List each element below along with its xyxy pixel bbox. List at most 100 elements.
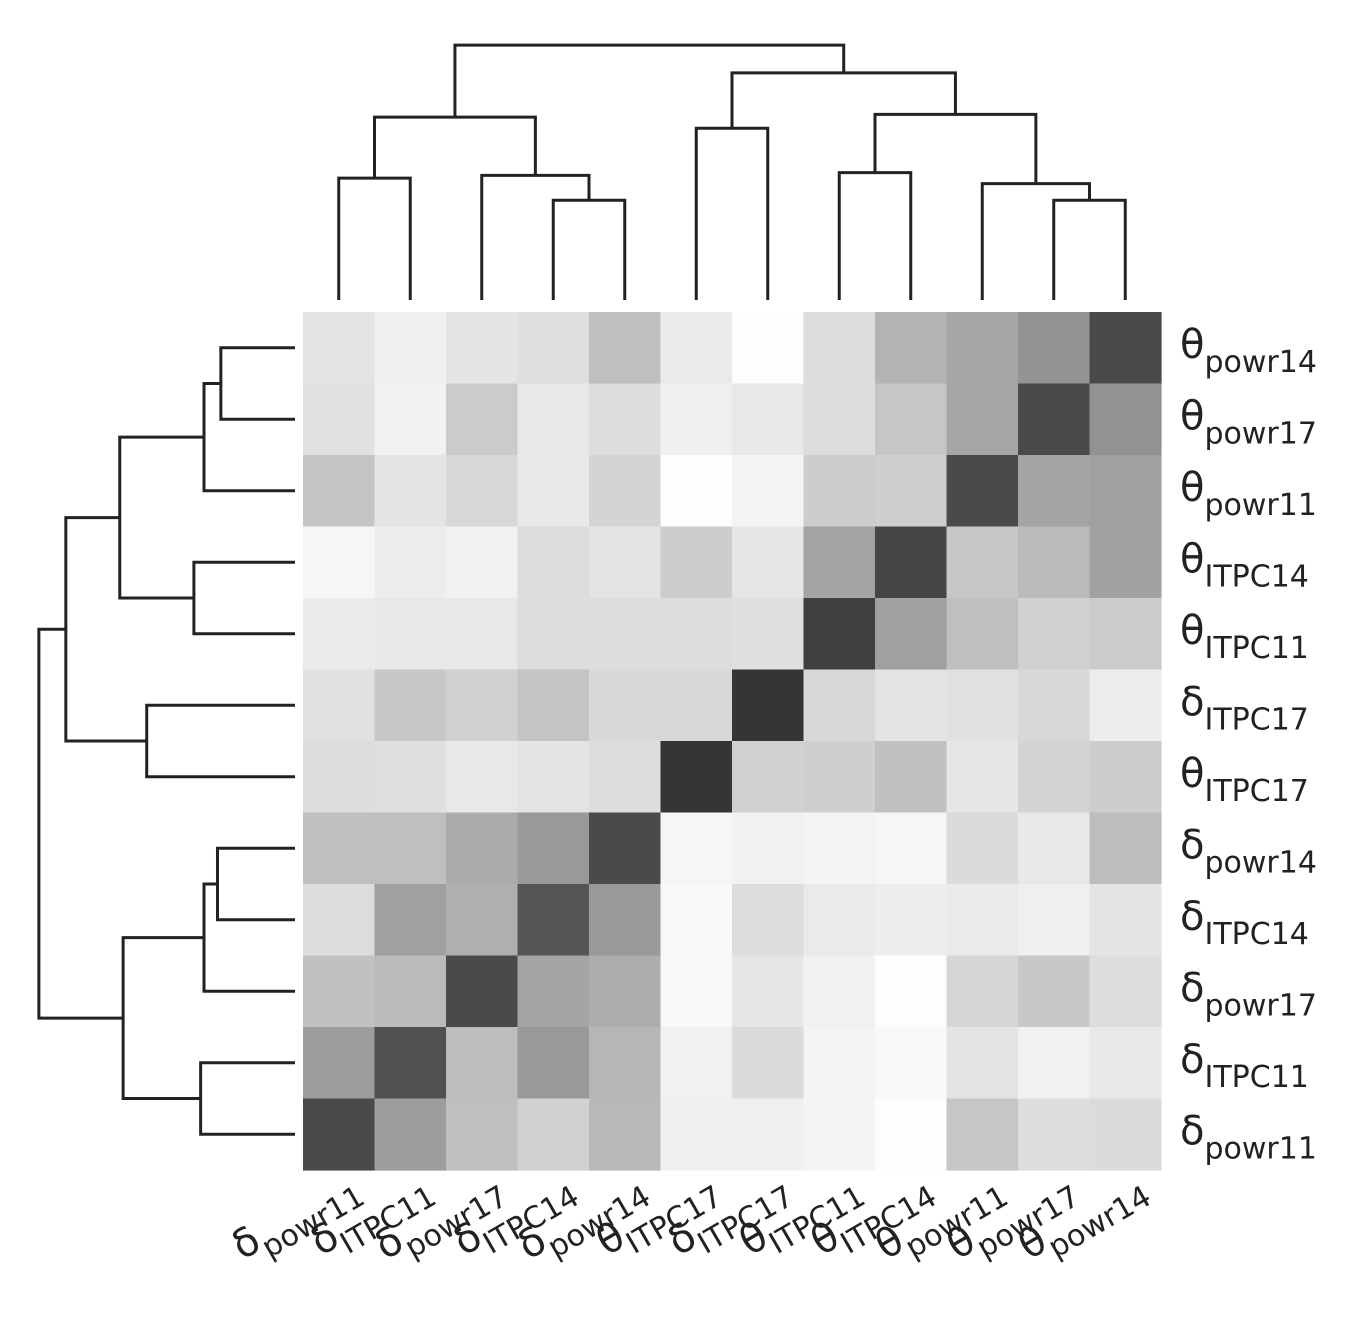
heatmap-cell-r0-c0 (303, 312, 376, 385)
row-label: θITPC14 (1180, 536, 1309, 594)
heatmap-cell-r1-c3 (517, 383, 590, 456)
heatmap-cell-r5-c4 (589, 669, 662, 742)
heatmap-cell-r4-c3 (517, 598, 590, 671)
heatmap-cell-r5-c0 (303, 669, 376, 742)
heatmap-cell-r7-c10 (1018, 812, 1091, 885)
heatmap-cell-r3-c11 (1089, 526, 1162, 599)
heatmap-cell-r5-c10 (1018, 669, 1091, 742)
heatmap-cell-r6-c11 (1089, 741, 1162, 814)
heatmap-cell-r10-c2 (446, 1027, 519, 1100)
heatmap-cell-r5-c9 (946, 669, 1019, 742)
heatmap-cell-r2-c3 (517, 455, 590, 528)
row-label-subscript: ITPC11 (1204, 1060, 1308, 1095)
heatmap-cell-r4-c1 (374, 598, 447, 671)
col-dendrogram-link-10 (453, 43, 846, 118)
heatmap-cell-r3-c4 (589, 526, 662, 599)
heatmap-cell-r0-c7 (803, 312, 876, 385)
heatmap-cell-r0-c4 (589, 312, 662, 385)
col-dendrogram-link-5 (837, 171, 913, 300)
heatmap-cell-r9-c8 (875, 955, 948, 1028)
heatmap-cell-r10-c11 (1089, 1027, 1162, 1100)
row-dendrogram-link-2 (192, 560, 295, 636)
col-dendrogram-link-9 (730, 71, 957, 129)
heatmap-cell-r5-c2 (446, 669, 519, 742)
heatmap-cell-r0-c3 (517, 312, 590, 385)
heatmap-cell-r4-c6 (732, 598, 805, 671)
col-dendrogram-link-0 (337, 176, 412, 300)
heatmap-cell-r11-c6 (732, 1098, 805, 1171)
heatmap-grid (303, 312, 1162, 1171)
row-label: δITPC17 (1180, 679, 1309, 737)
heatmap-cell-r11-c4 (589, 1098, 662, 1171)
heatmap-cell-r0-c8 (875, 312, 948, 385)
heatmap-cell-r4-c2 (446, 598, 519, 671)
heatmap-cell-r5-c6 (732, 669, 805, 742)
row-dendrogram-link-10 (37, 627, 124, 1020)
heatmap-cell-r10-c0 (303, 1027, 376, 1100)
row-dendrogram-link-3 (145, 703, 295, 779)
heatmap-cell-r0-c1 (374, 312, 447, 385)
column-label: θpowr14 (1011, 1161, 1158, 1278)
heatmap-cell-r10-c1 (374, 1027, 447, 1100)
heatmap-cell-r1-c6 (732, 383, 805, 456)
heatmap-cell-r2-c7 (803, 455, 876, 528)
column-label: δpowr17 (367, 1161, 514, 1278)
row-label-symbol: δ (1180, 894, 1204, 940)
row-label: δpowr14 (1180, 822, 1317, 880)
heatmap-cell-r8-c5 (660, 884, 733, 957)
heatmap-cell-r8-c6 (732, 884, 805, 957)
heatmap-cell-r1-c5 (660, 383, 733, 456)
row-label: δpowr17 (1180, 965, 1317, 1023)
heatmap-cell-r7-c0 (303, 812, 376, 885)
heatmap-cell-r7-c1 (374, 812, 447, 885)
heatmap-cell-r3-c7 (803, 526, 876, 599)
heatmap-cell-r7-c4 (589, 812, 662, 885)
heatmap-cell-r10-c8 (875, 1027, 948, 1100)
heatmap-cell-r3-c8 (875, 526, 948, 599)
row-label: δITPC11 (1180, 1037, 1309, 1095)
heatmap-cell-r4-c11 (1089, 598, 1162, 671)
heatmap-cell-r11-c3 (517, 1098, 590, 1171)
heatmap-cell-r1-c10 (1018, 383, 1091, 456)
heatmap-cell-r3-c3 (517, 526, 590, 599)
heatmap-cell-r4-c5 (660, 598, 733, 671)
row-label: θpowr14 (1180, 322, 1317, 380)
column-dendrogram (337, 43, 1127, 300)
heatmap-cell-r6-c8 (875, 741, 948, 814)
heatmap-cell-r3-c2 (446, 526, 519, 599)
heatmap-cell-r2-c9 (946, 455, 1019, 528)
heatmap-cell-r6-c7 (803, 741, 876, 814)
heatmap-cell-r3-c9 (946, 526, 1019, 599)
row-label-subscript: ITPC17 (1204, 774, 1308, 809)
heatmap-cell-r4-c0 (303, 598, 376, 671)
heatmap-cell-r10-c9 (946, 1027, 1019, 1100)
row-label-symbol: θ (1180, 751, 1204, 797)
row-label-subscript: powr11 (1204, 1131, 1316, 1166)
heatmap-cell-r0-c5 (660, 312, 733, 385)
row-label: δpowr11 (1180, 1108, 1317, 1166)
heatmap-cell-r11-c5 (660, 1098, 733, 1171)
heatmap-cell-r0-c11 (1089, 312, 1162, 385)
col-dendrogram-link-4 (694, 126, 770, 300)
heatmap-cell-r3-c5 (660, 526, 733, 599)
col-dendrogram-link-3 (373, 115, 537, 179)
row-dendrogram-link-4 (118, 435, 205, 600)
row-label-symbol: δ (1180, 965, 1204, 1011)
heatmap-cell-r11-c8 (875, 1098, 948, 1171)
heatmap-cell-r1-c8 (875, 383, 948, 456)
col-dendrogram-link-6 (1052, 198, 1127, 300)
heatmap-cell-r11-c2 (446, 1098, 519, 1171)
row-label-subscript: ITPC11 (1204, 631, 1308, 666)
row-label-symbol: δ (1180, 1037, 1204, 1083)
heatmap-cell-r6-c3 (517, 741, 590, 814)
row-label-symbol: θ (1180, 608, 1204, 654)
heatmap-cell-r1-c7 (803, 383, 876, 456)
col-dendrogram-link-1 (551, 198, 627, 300)
heatmap-cell-r7-c5 (660, 812, 733, 885)
row-label-subscript: ITPC14 (1204, 917, 1308, 952)
heatmap-cell-r5-c1 (374, 669, 447, 742)
col-dendrogram-link-2 (480, 173, 591, 300)
heatmap-cell-r8-c10 (1018, 884, 1091, 957)
heatmap-cell-r5-c3 (517, 669, 590, 742)
heatmap-cell-r6-c0 (303, 741, 376, 814)
